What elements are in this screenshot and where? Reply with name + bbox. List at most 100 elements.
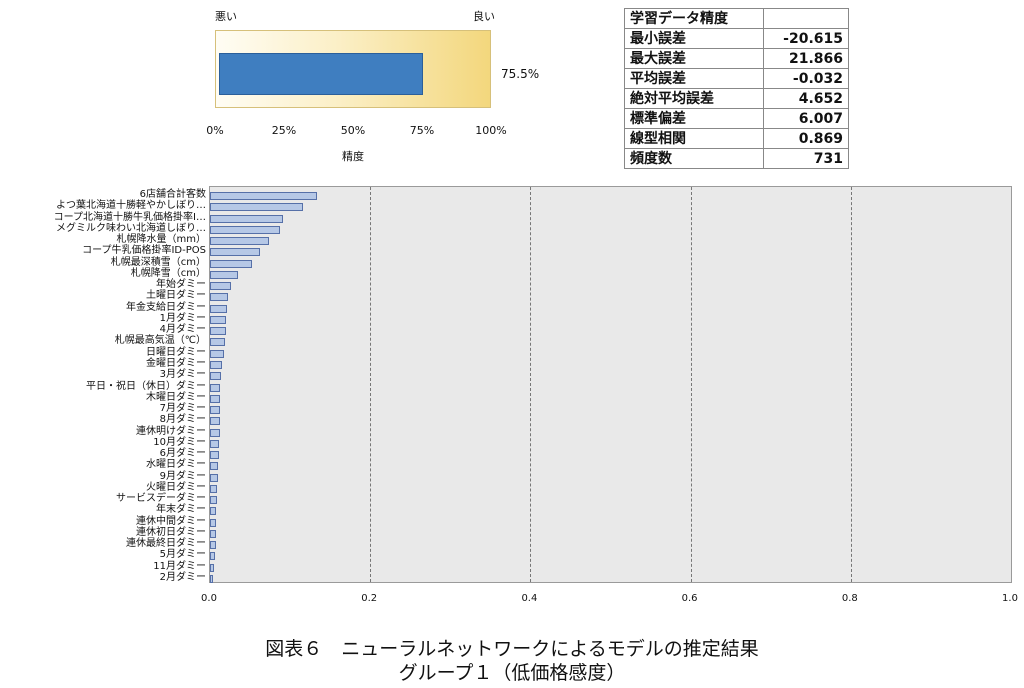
- stat-value: 6.007: [763, 108, 849, 129]
- stat-label: 絶対平均誤差: [624, 88, 764, 109]
- importance-bar: [210, 473, 218, 482]
- importance-bar: [210, 552, 215, 561]
- stat-value: -20.615: [763, 28, 849, 49]
- gauge-fill-bar: [219, 53, 423, 95]
- category-label: コープ牛乳価格掛率ID-POS: [82, 245, 206, 257]
- category-label: サービスデーダミー: [116, 493, 206, 505]
- x-tick-label: 0.2: [361, 593, 378, 604]
- category-label: 連休中間ダミー: [136, 515, 206, 527]
- importance-bar: [210, 496, 218, 505]
- stat-value: 4.652: [763, 88, 849, 109]
- category-label: 金曜日ダミー: [146, 357, 206, 369]
- gridline: [370, 187, 372, 582]
- importance-bar: [210, 225, 281, 234]
- importance-bar: [210, 484, 218, 493]
- table-row: 標準偏差 6.007: [624, 108, 849, 129]
- stat-label: 頻度数: [624, 148, 764, 169]
- figure-caption-line1: 図表６ ニューラルネットワークによるモデルの推定結果: [265, 638, 759, 660]
- importance-bar: [210, 428, 220, 437]
- category-label: 2月ダミー: [159, 572, 206, 583]
- importance-bar: [210, 394, 221, 403]
- importance-bar: [210, 451, 219, 460]
- importance-bar: [210, 327, 227, 336]
- category-label: 5月ダミー: [159, 549, 206, 561]
- category-label: 札幌降雪（cm）: [130, 267, 206, 279]
- category-label: 9月ダミー: [159, 470, 206, 482]
- table-row: 頻度数 731: [624, 148, 849, 169]
- category-label: 水曜日ダミー: [146, 459, 206, 471]
- gridline: [530, 187, 532, 582]
- gridline: [850, 187, 852, 582]
- x-tick-label: 0.6: [681, 593, 698, 604]
- gauge-tick-label: 75%: [409, 124, 435, 137]
- importance-bar: [210, 237, 270, 246]
- gridline: [690, 187, 692, 582]
- stat-label: 平均誤差: [624, 68, 764, 89]
- importance-bar: [210, 518, 217, 527]
- table-row: 絶対平均誤差 4.652: [624, 88, 849, 109]
- figure-caption-line2: グループ１（低価格感度）: [398, 662, 626, 684]
- stat-label: 標準偏差: [624, 108, 764, 129]
- importance-bar: [210, 349, 225, 358]
- importance-bar: [210, 563, 214, 572]
- gauge-bad-label: 悪い: [215, 10, 237, 23]
- category-label: 札幌最高気温（℃）: [114, 335, 206, 347]
- category-label: 10月ダミー: [153, 436, 206, 448]
- category-label: コープ北海道十勝牛乳価格掛率I…: [53, 211, 206, 223]
- importance-bar: [210, 575, 214, 583]
- table-row: 平均誤差 -0.032: [624, 68, 849, 89]
- importance-bar: [210, 541, 216, 550]
- gauge-axis-label: 精度: [342, 150, 364, 163]
- importance-bar: [210, 214, 283, 223]
- stat-value: 0.869: [763, 128, 849, 149]
- stat-label: 最小誤差: [624, 28, 764, 49]
- importance-bar: [210, 338, 226, 347]
- category-label: 7月ダミー: [159, 403, 206, 415]
- category-label: 土曜日ダミー: [146, 290, 206, 302]
- importance-plot-area: [209, 186, 1012, 583]
- category-label: 平日・祝日（休日）ダミー: [86, 380, 206, 392]
- category-label: 6店舗合計客数: [139, 189, 206, 200]
- importance-bar: [210, 372, 222, 381]
- x-tick-label: 1.0: [1002, 593, 1018, 604]
- gauge-good-label: 良い: [473, 10, 495, 23]
- category-label: 連休明けダミー: [136, 425, 206, 437]
- category-label: 3月ダミー: [159, 369, 206, 381]
- gauge-value-label: 75.5%: [501, 67, 540, 81]
- gauge-track: [215, 30, 491, 108]
- stat-label: 線型相関: [624, 128, 764, 149]
- importance-bar: [210, 383, 221, 392]
- category-label: 札幌降水量（mm）: [116, 234, 206, 246]
- category-label: 連休初日ダミー: [136, 526, 206, 538]
- importance-bar: [210, 315, 227, 324]
- importance-bar: [210, 282, 231, 291]
- importance-bar: [210, 248, 260, 257]
- stat-value: 731: [763, 148, 849, 169]
- importance-bar: [210, 360, 222, 369]
- category-label: 6月ダミー: [159, 448, 206, 460]
- importance-bar: [210, 507, 217, 516]
- category-label: 火曜日ダミー: [146, 481, 206, 493]
- gauge-tick-label: 0%: [206, 124, 224, 137]
- importance-bar: [210, 406, 220, 415]
- table-row: 最大誤差 21.866: [624, 48, 849, 69]
- category-label: 11月ダミー: [153, 560, 206, 572]
- category-label: 8月ダミー: [159, 414, 206, 426]
- gauge-tick-label: 50%: [340, 124, 366, 137]
- importance-bar: [210, 417, 220, 426]
- category-label: 連休最終日ダミー: [126, 538, 206, 550]
- category-label: よつ葉北海道十勝軽やかしぼり…: [56, 200, 206, 212]
- importance-bar: [210, 529, 216, 538]
- category-label: 札幌最深積雪（cm）: [110, 256, 206, 268]
- importance-bar: [210, 259, 253, 268]
- importance-bar: [210, 203, 303, 212]
- stat-value: 21.866: [763, 48, 849, 69]
- importance-bar: [210, 270, 239, 279]
- importance-bar: [210, 293, 229, 302]
- training-accuracy-table: 学習データ精度 最小誤差 -20.615 最大誤差 21.866 平均誤差 -0.032 絶…: [624, 8, 849, 169]
- gauge-tick-label: 100%: [475, 124, 507, 137]
- table-row: 線型相関 0.869: [624, 128, 849, 149]
- stat-label: 最大誤差: [624, 48, 764, 69]
- category-label: 1月ダミー: [159, 312, 206, 324]
- gauge-tick-label: 25%: [271, 124, 297, 137]
